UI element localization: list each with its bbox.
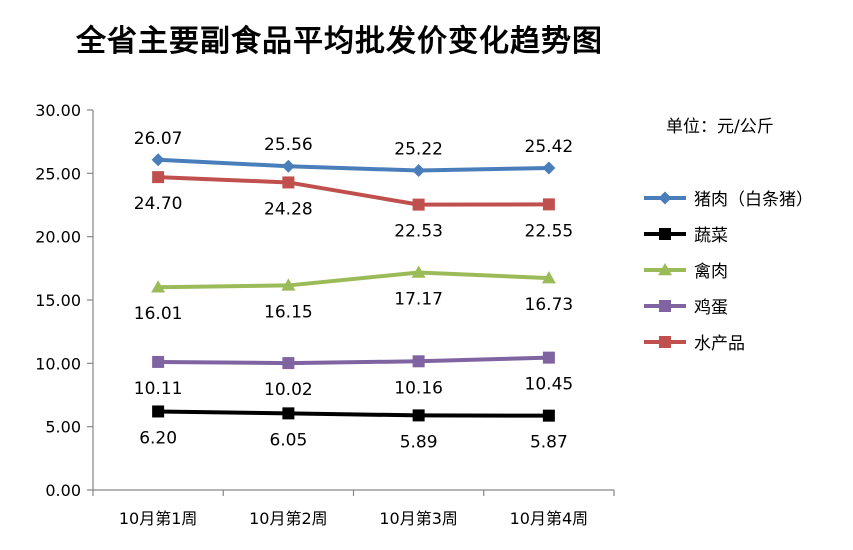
legend-item-poultry: 禽肉 xyxy=(642,254,842,290)
x-tick-label: 10月第2周 xyxy=(249,509,328,528)
data-point xyxy=(152,405,165,418)
data-label: 22.55 xyxy=(525,221,574,241)
legend-label: 水产品 xyxy=(694,334,745,354)
legend-marker xyxy=(659,300,671,312)
unit-label: 单位：元/公斤 xyxy=(666,117,774,137)
data-point xyxy=(542,409,555,422)
series-5: 24.70 24.28 22.53 22.55 xyxy=(134,171,574,242)
data-label: 6.05 xyxy=(269,430,307,450)
data-point xyxy=(152,355,165,368)
legend-label: 蔬菜 xyxy=(694,226,728,246)
data-point xyxy=(412,164,426,178)
chart-title: 全省主要副食品平均批发价变化趋势图 xyxy=(76,24,603,59)
series-line xyxy=(158,355,549,366)
data-point xyxy=(412,409,425,422)
legend-item-pork: 猪肉（白条猪） xyxy=(642,182,842,218)
series-1: 26.07 25.56 25.22 25.42 xyxy=(134,129,574,178)
data-point xyxy=(151,153,165,167)
data-label: 5.87 xyxy=(530,433,568,453)
data-label: 6.20 xyxy=(139,428,177,448)
data-label: 5.89 xyxy=(400,432,438,452)
data-label: 17.17 xyxy=(394,290,443,310)
series-3: 16.01 16.15 17.17 16.73 xyxy=(134,265,574,324)
legend-swatch xyxy=(644,228,686,240)
data-label: 16.73 xyxy=(525,295,574,315)
data-label: 10.16 xyxy=(394,378,443,398)
data-label: 24.70 xyxy=(134,194,183,214)
data-label: 16.15 xyxy=(264,302,313,322)
y-tick-label: 20.00 xyxy=(35,228,81,247)
y-tick-label: 30.00 xyxy=(35,101,81,120)
series-line xyxy=(158,157,549,173)
series-line xyxy=(158,409,549,418)
data-label: 26.07 xyxy=(134,129,183,149)
series-2: 6.20 6.05 5.89 5.87 xyxy=(139,405,568,453)
legend: 猪肉（白条猪） 蔬菜 禽肉 鸡蛋 水产品 xyxy=(642,182,842,362)
legend-swatch xyxy=(644,191,686,205)
series-line xyxy=(158,270,549,290)
data-point xyxy=(542,161,556,175)
data-point xyxy=(541,271,556,284)
data-point xyxy=(281,159,295,173)
series-4: 10.11 10.02 10.16 10.45 xyxy=(134,351,574,400)
y-tick-label: 25.00 xyxy=(35,164,81,183)
data-label: 10.11 xyxy=(134,379,183,399)
legend-marker xyxy=(658,263,672,276)
legend-item-eggs: 鸡蛋 xyxy=(642,290,842,326)
data-point xyxy=(411,265,426,278)
data-label: 16.01 xyxy=(134,304,183,324)
data-point xyxy=(282,176,295,189)
legend-item-vegetables: 蔬菜 xyxy=(642,218,842,254)
data-point xyxy=(282,407,295,420)
data-label: 25.42 xyxy=(525,137,574,157)
legend-swatch xyxy=(644,263,686,276)
legend-marker xyxy=(658,191,672,205)
data-point xyxy=(152,171,165,184)
data-label: 10.02 xyxy=(264,380,313,400)
legend-label: 猪肉（白条猪） xyxy=(694,190,813,210)
legend-marker xyxy=(659,228,671,240)
data-label: 22.53 xyxy=(394,222,443,242)
legend-swatch xyxy=(644,300,686,312)
x-tick-label: 10月第4周 xyxy=(510,509,589,528)
y-tick-label: 15.00 xyxy=(35,291,81,310)
data-point xyxy=(282,357,295,370)
data-label: 25.56 xyxy=(264,135,313,155)
data-label: 10.45 xyxy=(525,375,574,395)
data-point xyxy=(412,198,425,211)
legend-marker xyxy=(659,336,671,348)
data-point xyxy=(542,351,555,364)
x-tick-label: 10月第3周 xyxy=(379,509,458,528)
y-tick-label: 10.00 xyxy=(35,354,81,373)
legend-label: 禽肉 xyxy=(694,262,728,282)
data-label: 24.28 xyxy=(264,199,313,219)
x-tick-label: 10月第1周 xyxy=(119,509,198,528)
data-label: 25.22 xyxy=(394,140,443,160)
legend-item-aquatic: 水产品 xyxy=(642,326,842,362)
legend-label: 鸡蛋 xyxy=(694,298,728,318)
legend-swatch xyxy=(644,336,686,348)
y-tick-label: 5.00 xyxy=(45,418,81,437)
data-point xyxy=(542,198,555,211)
data-point xyxy=(151,280,166,293)
y-tick-label: 0.00 xyxy=(45,481,81,500)
data-point xyxy=(281,278,296,291)
data-point xyxy=(412,355,425,368)
series-line xyxy=(158,175,549,207)
